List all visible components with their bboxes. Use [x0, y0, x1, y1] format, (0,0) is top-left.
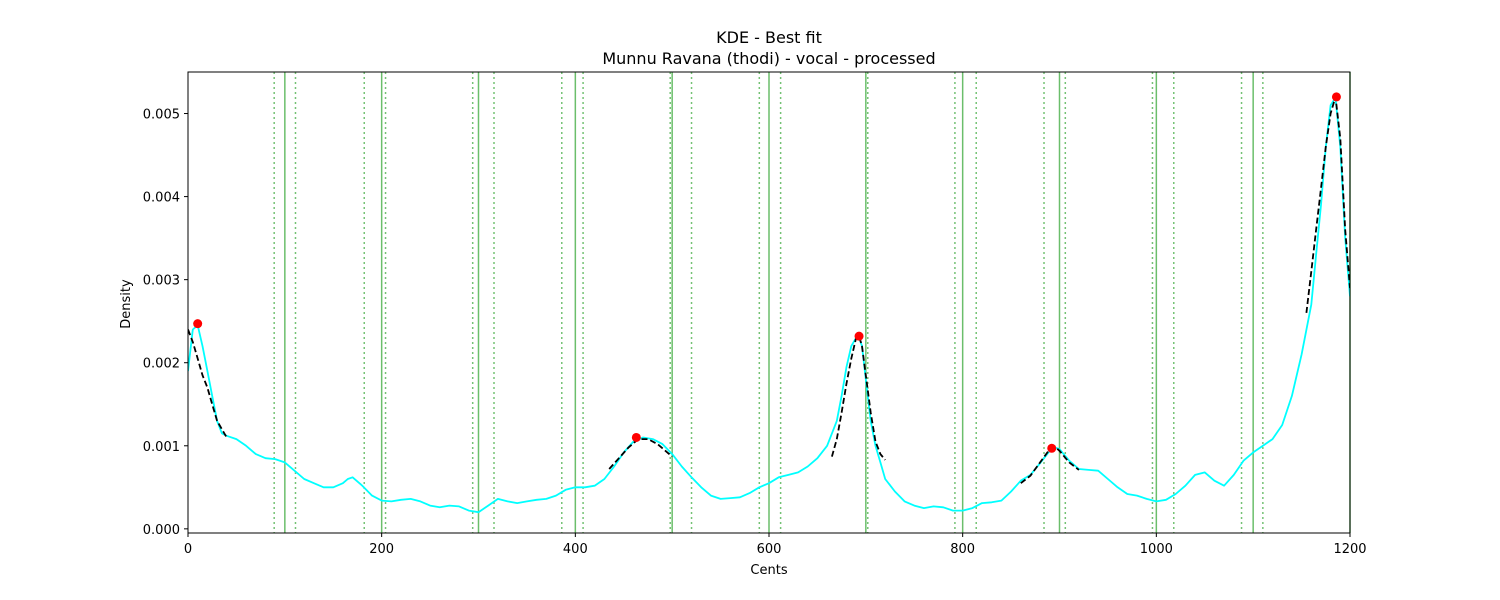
x-tick-label: 600 — [757, 542, 782, 557]
y-tick-label: 0.004 — [143, 191, 180, 206]
chart-title: KDE - Best fit — [716, 28, 822, 47]
y-tick-label: 0.000 — [143, 523, 180, 538]
fit-segment-line — [608, 438, 673, 470]
x-tick-label: 400 — [563, 542, 588, 557]
x-tick-label: 1000 — [1140, 542, 1173, 557]
fit-segment-line — [1305, 96, 1350, 314]
peak-point — [193, 319, 203, 329]
y-tick-label: 0.003 — [143, 274, 180, 289]
plot-area: 0 200 400 600 800 1000 1200 0.000 0.001 0.002 0.00… — [143, 71, 1367, 557]
fit-segment-line — [188, 329, 228, 438]
fit-segment-line — [831, 334, 886, 461]
x-tick-label: 1200 — [1333, 542, 1366, 557]
y-tick-label: 0.005 — [143, 108, 180, 123]
x-tick-label: 200 — [369, 542, 394, 557]
x-axis-label: Cents — [750, 563, 787, 578]
peak-point — [631, 432, 641, 442]
peak-point — [1047, 443, 1057, 453]
kde-series-line — [188, 96, 1350, 514]
peak-point — [854, 331, 864, 341]
y-tick-label: 0.002 — [143, 357, 180, 372]
peak-point — [1331, 92, 1341, 102]
chart-subtitle: Munnu Ravana (thodi) - vocal - processed — [602, 49, 935, 68]
x-tick-label: 800 — [950, 542, 975, 557]
x-tick-label: 0 — [184, 542, 192, 557]
y-axis-label: Density — [119, 279, 134, 329]
y-tick-label: 0.001 — [143, 440, 180, 455]
